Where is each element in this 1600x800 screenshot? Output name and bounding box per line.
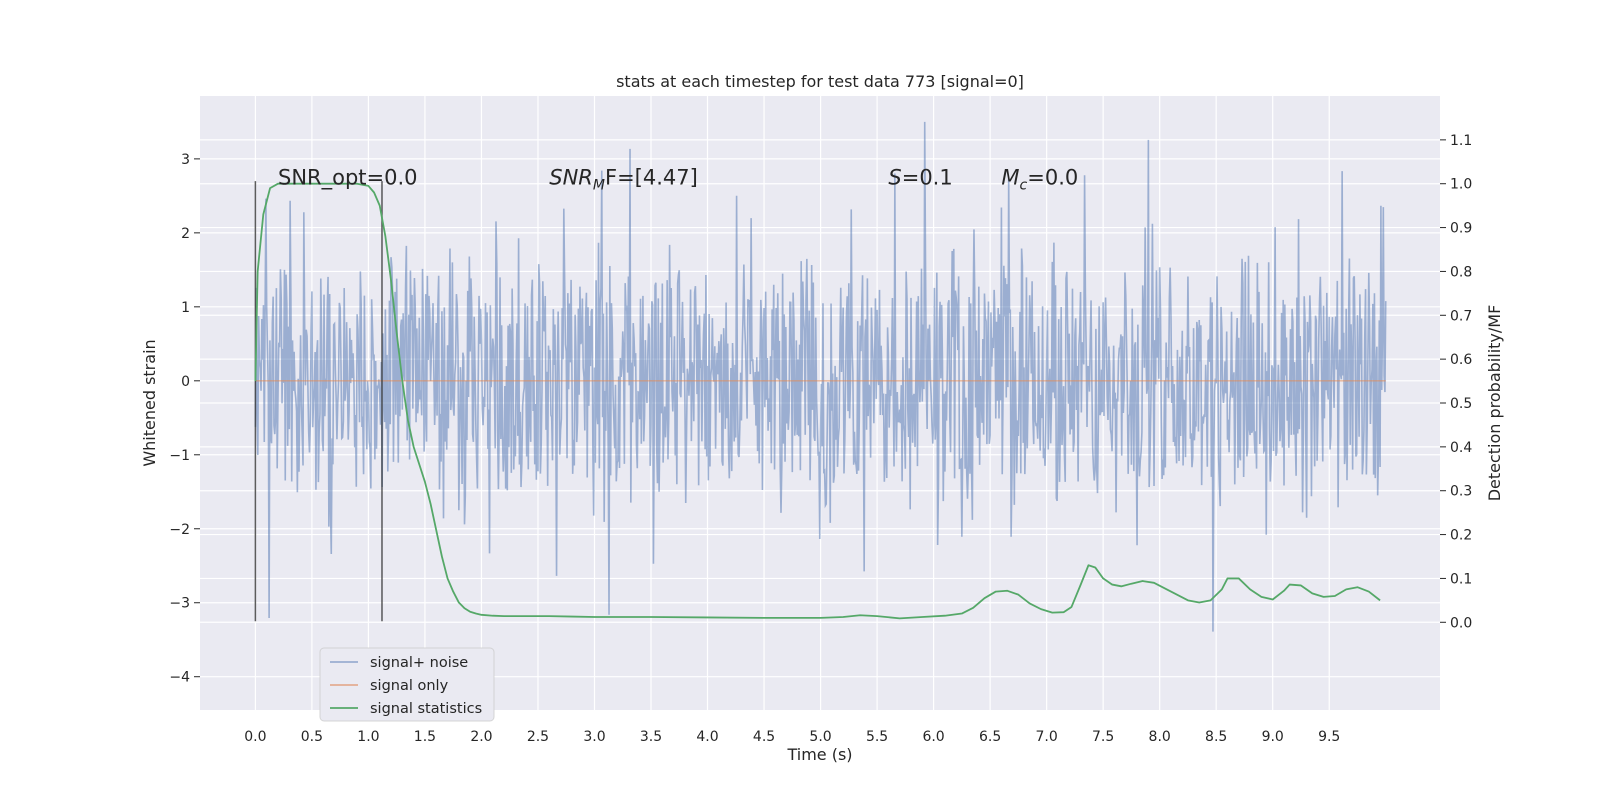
- x-tick-label: 3.0: [583, 729, 605, 745]
- x-tick-label: 8.5: [1205, 729, 1227, 745]
- marker-lines: [254, 181, 383, 622]
- y-tick-labels: 3 2 1 0 −1 −2 −3 −4: [169, 152, 200, 686]
- y-axis-label: Whitened strain: [140, 339, 159, 466]
- y-right-tick-label: 1.0: [1450, 177, 1472, 193]
- legend: signal+ noise signal only signal statist…: [319, 647, 495, 722]
- x-axis-label: Time (s): [786, 745, 852, 764]
- x-tick-label: 9.0: [1262, 729, 1284, 745]
- y-tick-label: 3: [181, 152, 190, 168]
- x-tick-label: 9.5: [1318, 729, 1340, 745]
- y-right-tick-label: 0.8: [1450, 264, 1472, 280]
- annotation-text: SNR_opt=0.0: [278, 165, 418, 190]
- y-tick-label: 0: [181, 374, 190, 390]
- signal-statistics-series: [254, 182, 1381, 620]
- x-tick-label: 1.0: [357, 729, 379, 745]
- y-right-tick-label: 0.9: [1450, 221, 1472, 237]
- x-tick-label: 8.0: [1149, 729, 1171, 745]
- signal-noise-series: [254, 121, 1387, 632]
- y-right-tick-label: 1.1: [1450, 133, 1472, 149]
- x-tick-label: 6.5: [979, 729, 1001, 745]
- x-tick-labels: 0.0 0.5 1.0 1.5 2.0 2.5 3.0 3.5 4.0 4.5 5.0 5.5 6.0 6…: [244, 729, 1340, 745]
- x-tick-label: 4.0: [696, 729, 718, 745]
- legend-label-noise: signal+ noise: [370, 655, 468, 671]
- y-right-tick-labels: 1.1 1.0 0.9 0.8 0.7 0.6 0.5 0.4 0.3 0.2 0.1 0.0: [1440, 133, 1472, 631]
- y-tick-label: −4: [169, 670, 190, 686]
- x-tick-label: 5.0: [809, 729, 831, 745]
- y-tick-label: −3: [169, 596, 190, 612]
- y-right-tick-label: 0.1: [1450, 571, 1472, 587]
- x-tick-label: 3.5: [640, 729, 662, 745]
- legend-label-signal: signal only: [370, 678, 449, 694]
- x-tick-label: 7.5: [1092, 729, 1114, 745]
- annotations: SNR_opt=0.0 SNRMF=[4.47] S=0.1 Mc=0.0: [278, 165, 1078, 193]
- y-right-tick-label: 0.7: [1450, 308, 1472, 324]
- y-right-tick-label: 0.6: [1450, 352, 1472, 368]
- y-right-tick-label: 0.2: [1450, 528, 1472, 544]
- y-right-axis-label: Detection probability/MF: [1485, 305, 1504, 502]
- x-tick-label: 2.5: [527, 729, 549, 745]
- legend-label-statistics: signal statistics: [370, 701, 482, 717]
- x-tick-label: 1.5: [414, 729, 436, 745]
- y-tick-label: 1: [181, 300, 190, 316]
- signal-noise-line: [254, 121, 1387, 632]
- y-right-tick-label: 0.4: [1450, 440, 1472, 456]
- annotation-text: Mc=0.0: [1001, 165, 1078, 193]
- y-tick-label: 2: [181, 226, 190, 242]
- legend-box: [319, 647, 495, 722]
- annotation-text: SNRMF=[4.47]: [549, 165, 698, 193]
- y-tick-label: −1: [169, 448, 190, 464]
- x-tick-label: 6.0: [922, 729, 944, 745]
- x-tick-label: 7.0: [1036, 729, 1058, 745]
- y-right-tick-label: 0.3: [1450, 484, 1472, 500]
- y-right-tick-label: 0.0: [1450, 615, 1472, 631]
- x-tick-label: 5.5: [866, 729, 888, 745]
- y-right-tick-label: 0.5: [1450, 396, 1472, 412]
- x-tick-label: 0.0: [244, 729, 266, 745]
- chart-title: stats at each timestep for test data 773…: [616, 72, 1024, 91]
- annotation-text: S=0.1: [888, 165, 952, 189]
- x-tick-label: 4.5: [753, 729, 775, 745]
- x-tick-label: 2.0: [470, 729, 492, 745]
- signal-statistics-line: [254, 182, 1381, 620]
- x-tick-label: 0.5: [301, 729, 323, 745]
- y-tick-label: −2: [169, 522, 190, 538]
